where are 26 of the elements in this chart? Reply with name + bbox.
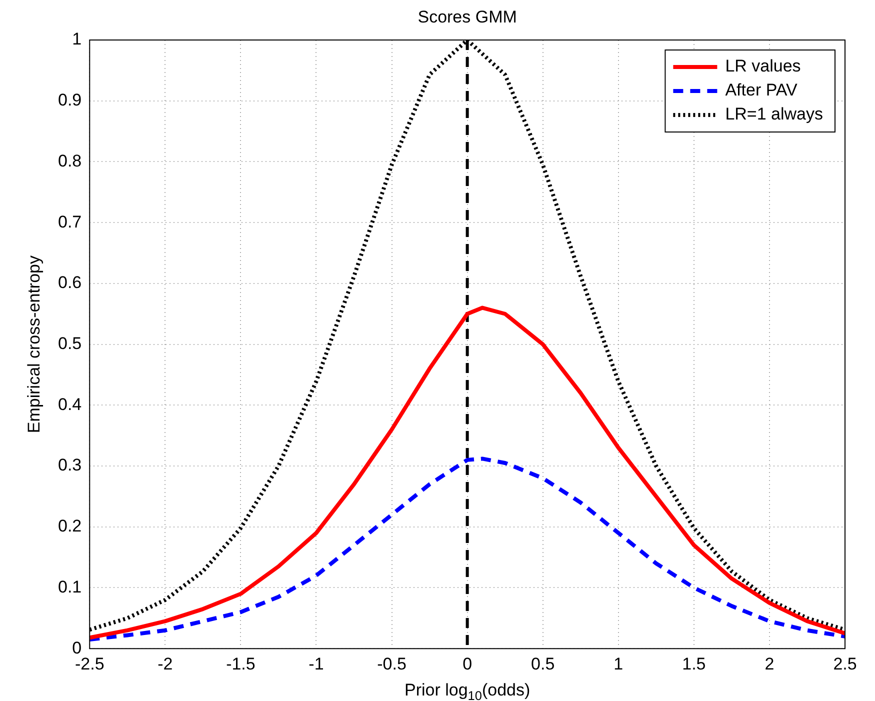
y-tick-label: 0.7 (58, 212, 82, 232)
x-tick-label: -1.5 (226, 654, 256, 674)
x-tick-label: 2 (764, 654, 774, 674)
x-tick-label: 0 (462, 654, 472, 674)
y-tick-label: 0.6 (58, 273, 82, 292)
y-tick-label: 0.9 (58, 90, 82, 110)
x-tick-label: -1 (308, 654, 324, 674)
y-axis-title: Empirical cross-entropy (24, 255, 44, 434)
y-tick-label: 0.8 (58, 151, 82, 170)
y-tick-label: 0.1 (58, 577, 82, 596)
y-tick-label: 0.2 (58, 516, 82, 536)
legend-label: After PAV (725, 80, 798, 100)
x-tick-label: 1.5 (682, 654, 706, 674)
x-tick-label: 2.5 (833, 654, 857, 674)
line-series (90, 456, 845, 642)
x-tick-label: 1 (614, 654, 624, 674)
x-tick-label: -2 (158, 654, 173, 674)
legend-label: LR values (725, 56, 801, 76)
y-tick-label: 0.3 (58, 456, 82, 475)
y-tick-label: 1 (72, 30, 82, 49)
y-tick-label: 0.4 (58, 394, 82, 414)
x-tick-label: 0.5 (531, 654, 555, 674)
legend-label: LR=1 always (725, 104, 824, 124)
chart-title: Scores GMM (418, 8, 517, 27)
y-tick-label: 0.5 (58, 334, 82, 353)
x-tick-label: -0.5 (377, 654, 406, 674)
